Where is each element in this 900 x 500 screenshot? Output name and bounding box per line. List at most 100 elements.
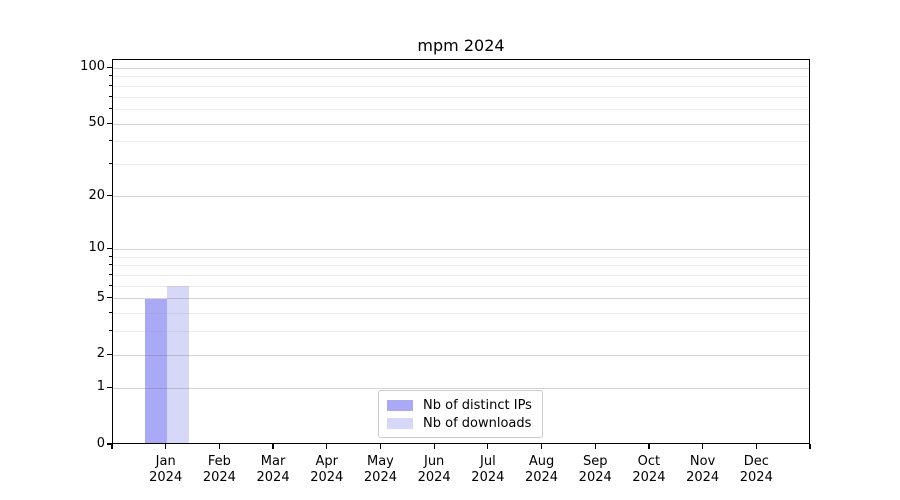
y-minor-tick-mark (109, 284, 112, 286)
x-tick-mark (218, 444, 220, 449)
x-tick-year: 2024 (524, 469, 559, 485)
gridline-major (113, 248, 809, 250)
x-tick-label: Aug 2024 (510, 454, 574, 485)
y-tick-mark (107, 194, 112, 197)
y-minor-tick-mark (109, 75, 112, 77)
gridline-minor (113, 274, 809, 276)
x-tick-label: Feb 2024 (187, 454, 251, 485)
y-tick-mark (107, 353, 112, 355)
gridline-major (113, 196, 809, 198)
x-tick-month: Oct (637, 454, 661, 469)
gridline-major (113, 123, 809, 125)
x-tick-label: Dec 2024 (724, 454, 788, 485)
y-minor-tick-mark (109, 312, 112, 314)
y-minor-tick-mark (109, 140, 112, 142)
x-tick-month: Jul (480, 454, 496, 469)
y-tick-label: 1 (96, 379, 105, 395)
x-tick-mark (111, 444, 113, 449)
gridline-minor (113, 109, 809, 111)
x-tick-mark (594, 444, 596, 449)
gridline-major (113, 354, 809, 356)
y-minor-tick-mark (109, 95, 112, 97)
y-tick-mark (107, 66, 112, 69)
legend-item-downloads: Nb of downloads (387, 414, 532, 432)
x-tick-mark (809, 444, 811, 449)
y-minor-tick-mark (109, 273, 112, 275)
gridline-minor (113, 285, 809, 287)
x-tick-year: 2024 (149, 469, 183, 485)
x-tick-year: 2024 (202, 469, 236, 485)
x-tick-label: Jan 2024 (134, 454, 198, 485)
bar-nb-of-distinct-ips-jan (144, 298, 167, 444)
y-minor-tick-mark (109, 84, 112, 86)
x-tick-month: Nov (689, 454, 716, 469)
x-tick-month: Dec (743, 454, 769, 469)
x-tick-mark (379, 444, 382, 449)
y-tick-label: 100 (80, 59, 105, 75)
y-minor-tick-mark (109, 255, 112, 257)
y-tick-mark (107, 122, 112, 124)
x-tick-month: May (367, 454, 394, 469)
x-tick-label: Sep 2024 (563, 454, 627, 485)
x-tick-year: 2024 (256, 469, 290, 485)
y-tick-label: 0 (96, 436, 105, 451)
x-tick-label: Apr 2024 (295, 454, 359, 485)
x-tick-year: 2024 (310, 469, 344, 485)
gridline-major (113, 298, 809, 300)
y-tick-label: 10 (88, 240, 105, 256)
x-tick-month: Aug (528, 454, 555, 469)
legend: Nb of distinct IPs Nb of downloads (378, 390, 543, 438)
plot-area: Nb of distinct IPs Nb of downloads (112, 59, 810, 444)
gridline-minor (113, 256, 809, 258)
x-tick-mark (702, 444, 704, 449)
gridline-minor (113, 96, 809, 98)
x-tick-year: 2024 (739, 469, 773, 485)
x-tick-month: Jun (423, 454, 445, 469)
x-tick-month: Sep (582, 454, 608, 469)
gridline-major (113, 67, 809, 69)
x-tick-year: 2024 (578, 469, 612, 485)
gridline-minor (113, 141, 809, 143)
gridline-minor (113, 331, 809, 333)
gridline-minor (113, 85, 809, 87)
y-tick-mark (107, 386, 112, 389)
x-tick-month: Jan (155, 454, 176, 469)
legend-label-1: Nb of downloads (423, 415, 532, 431)
x-tick-label: Jun 2024 (402, 454, 466, 485)
x-tick-mark (540, 444, 543, 449)
x-tick-label: Mar 2024 (241, 454, 305, 485)
gridline-major (113, 387, 809, 389)
y-tick-label: 2 (96, 346, 105, 362)
x-tick-mark (433, 444, 435, 449)
x-tick-label: Jul 2024 (456, 454, 520, 485)
x-tick-mark (165, 444, 167, 449)
y-minor-tick-mark (109, 330, 112, 332)
x-tick-mark (755, 444, 757, 449)
x-tick-mark (326, 444, 328, 449)
y-tick-label: 50 (88, 115, 105, 131)
y-minor-tick-mark (109, 108, 112, 110)
y-tick-mark (107, 297, 112, 299)
y-minor-tick-mark (109, 264, 112, 266)
legend-swatch-0 (387, 399, 413, 411)
x-tick-month: Apr (315, 454, 339, 469)
x-tick-label: Oct 2024 (617, 454, 681, 485)
x-tick-label: May 2024 (348, 454, 412, 485)
gridline-minor (113, 76, 809, 78)
x-tick-month: Mar (260, 454, 286, 469)
x-tick-mark (272, 444, 274, 449)
x-tick-year: 2024 (363, 469, 397, 485)
bar-nb-of-downloads-jan (166, 286, 189, 444)
gridline-minor (113, 164, 809, 166)
y-tick-mark (107, 443, 112, 445)
x-tick-mark (648, 444, 650, 449)
legend-swatch-1 (387, 417, 413, 429)
gridline-minor (113, 265, 809, 267)
y-tick-label: 5 (96, 289, 105, 305)
x-tick-month: Feb (207, 454, 231, 469)
x-tick-year: 2024 (686, 469, 720, 485)
x-tick-year: 2024 (471, 469, 505, 485)
gridline-minor (113, 313, 809, 315)
x-tick-label: Nov 2024 (671, 454, 735, 485)
